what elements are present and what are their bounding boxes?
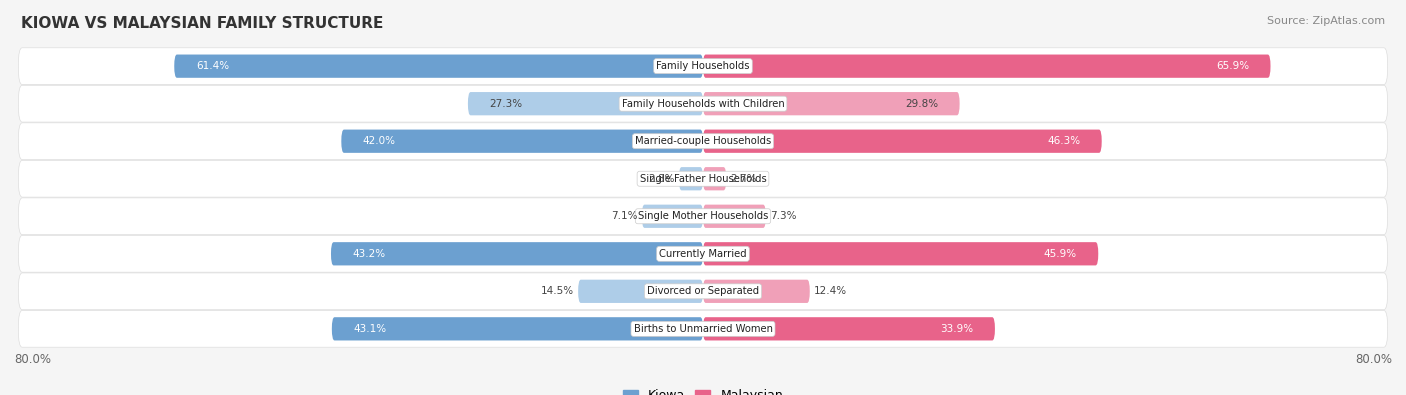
Text: 65.9%: 65.9% (1216, 61, 1249, 71)
Text: Single Father Households: Single Father Households (640, 174, 766, 184)
Text: Births to Unmarried Women: Births to Unmarried Women (634, 324, 772, 334)
FancyBboxPatch shape (703, 55, 1271, 78)
FancyBboxPatch shape (18, 198, 1388, 235)
Text: 43.2%: 43.2% (353, 249, 385, 259)
FancyBboxPatch shape (18, 235, 1388, 272)
FancyBboxPatch shape (18, 310, 1388, 347)
Text: 14.5%: 14.5% (541, 286, 574, 296)
Text: 2.7%: 2.7% (731, 174, 756, 184)
Text: 43.1%: 43.1% (353, 324, 387, 334)
FancyBboxPatch shape (703, 280, 810, 303)
Text: Divorced or Separated: Divorced or Separated (647, 286, 759, 296)
Text: Currently Married: Currently Married (659, 249, 747, 259)
FancyBboxPatch shape (330, 242, 703, 265)
FancyBboxPatch shape (703, 167, 727, 190)
Text: 45.9%: 45.9% (1043, 249, 1077, 259)
Text: 7.1%: 7.1% (612, 211, 637, 221)
Text: 46.3%: 46.3% (1047, 136, 1080, 146)
Text: 33.9%: 33.9% (941, 324, 973, 334)
Text: KIOWA VS MALAYSIAN FAMILY STRUCTURE: KIOWA VS MALAYSIAN FAMILY STRUCTURE (21, 16, 384, 31)
Legend: Kiowa, Malaysian: Kiowa, Malaysian (619, 384, 787, 395)
FancyBboxPatch shape (679, 167, 703, 190)
Text: Family Households: Family Households (657, 61, 749, 71)
FancyBboxPatch shape (643, 205, 703, 228)
FancyBboxPatch shape (342, 130, 703, 153)
Text: Single Mother Households: Single Mother Households (638, 211, 768, 221)
Text: Source: ZipAtlas.com: Source: ZipAtlas.com (1267, 16, 1385, 26)
FancyBboxPatch shape (18, 123, 1388, 160)
Text: 61.4%: 61.4% (195, 61, 229, 71)
FancyBboxPatch shape (703, 317, 995, 340)
FancyBboxPatch shape (703, 92, 960, 115)
Text: 12.4%: 12.4% (814, 286, 848, 296)
Text: 2.8%: 2.8% (648, 174, 675, 184)
FancyBboxPatch shape (703, 242, 1098, 265)
FancyBboxPatch shape (332, 317, 703, 340)
Text: Family Households with Children: Family Households with Children (621, 99, 785, 109)
FancyBboxPatch shape (18, 160, 1388, 197)
Text: Married-couple Households: Married-couple Households (636, 136, 770, 146)
FancyBboxPatch shape (18, 48, 1388, 85)
FancyBboxPatch shape (468, 92, 703, 115)
FancyBboxPatch shape (174, 55, 703, 78)
Text: 80.0%: 80.0% (1355, 353, 1392, 366)
FancyBboxPatch shape (18, 273, 1388, 310)
Text: 27.3%: 27.3% (489, 99, 523, 109)
FancyBboxPatch shape (703, 205, 766, 228)
FancyBboxPatch shape (578, 280, 703, 303)
Text: 42.0%: 42.0% (363, 136, 396, 146)
Text: 29.8%: 29.8% (905, 99, 938, 109)
Text: 7.3%: 7.3% (770, 211, 797, 221)
FancyBboxPatch shape (703, 130, 1102, 153)
FancyBboxPatch shape (18, 85, 1388, 122)
Text: 80.0%: 80.0% (14, 353, 51, 366)
